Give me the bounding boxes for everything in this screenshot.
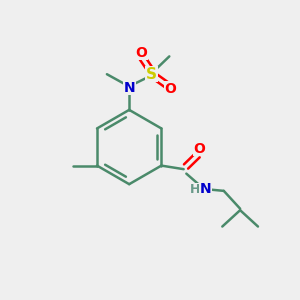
Text: O: O: [135, 46, 147, 59]
Text: S: S: [146, 67, 157, 82]
Text: N: N: [200, 182, 212, 197]
Text: O: O: [164, 82, 176, 96]
Text: H: H: [190, 184, 200, 196]
Text: N: N: [123, 81, 135, 94]
Text: O: O: [194, 142, 206, 156]
